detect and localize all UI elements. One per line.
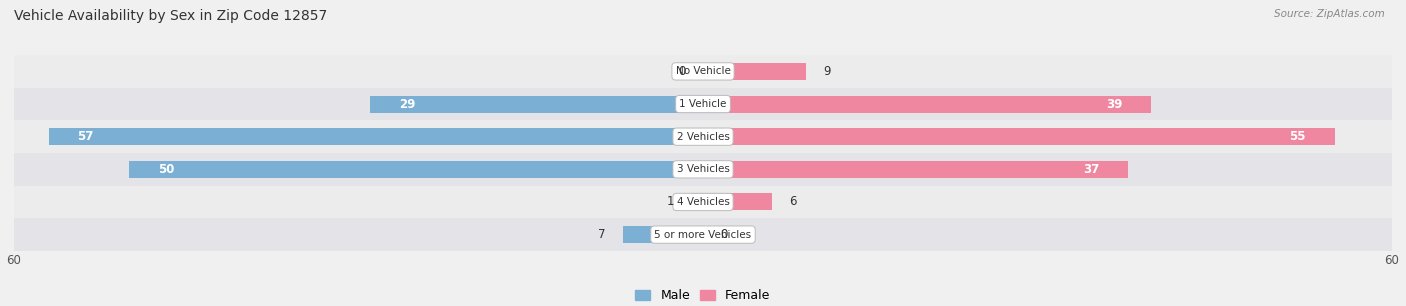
Text: 55: 55 [1289,130,1306,143]
Legend: Male, Female: Male, Female [630,284,776,306]
Bar [703,161,1128,178]
Text: Source: ZipAtlas.com: Source: ZipAtlas.com [1274,9,1385,19]
Text: 3 Vehicles: 3 Vehicles [676,164,730,174]
Text: 29: 29 [399,98,415,110]
Bar [14,88,1392,120]
Bar [14,120,1392,153]
Text: 6: 6 [789,196,797,208]
Bar [14,186,1392,218]
Bar [48,128,703,145]
Text: Vehicle Availability by Sex in Zip Code 12857: Vehicle Availability by Sex in Zip Code … [14,9,328,23]
Bar [623,226,703,243]
Text: 0: 0 [720,228,727,241]
Text: 7: 7 [598,228,606,241]
Text: 39: 39 [1105,98,1122,110]
Bar [14,218,1392,251]
Bar [703,128,1334,145]
Bar [129,161,703,178]
Text: 4 Vehicles: 4 Vehicles [676,197,730,207]
Bar [703,193,772,211]
Bar [703,63,807,80]
Text: 57: 57 [77,130,94,143]
Bar [370,95,703,113]
Text: No Vehicle: No Vehicle [675,66,731,76]
Bar [692,193,703,211]
Bar [14,55,1392,88]
Bar [14,153,1392,186]
Text: 0: 0 [679,65,686,78]
Bar [703,95,1152,113]
Text: 1: 1 [666,196,675,208]
Text: 5 or more Vehicles: 5 or more Vehicles [654,230,752,240]
Text: 9: 9 [824,65,831,78]
Text: 1 Vehicle: 1 Vehicle [679,99,727,109]
Text: 37: 37 [1083,163,1099,176]
Text: 50: 50 [157,163,174,176]
Text: 2 Vehicles: 2 Vehicles [676,132,730,142]
